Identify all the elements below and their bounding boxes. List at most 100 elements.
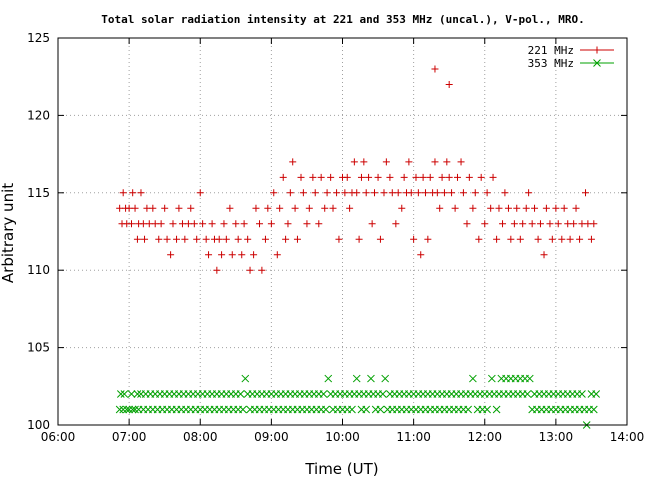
point-221-mhz (155, 235, 163, 243)
point-353-mhz (376, 405, 385, 414)
point-221-mhz (528, 220, 536, 228)
point-221-mhz (582, 189, 590, 197)
point-221-mhz (536, 220, 544, 228)
x-tick-label: 12:00 (467, 430, 502, 444)
point-221-mhz (137, 189, 145, 197)
point-221-mhz (380, 189, 388, 197)
point-221-mhz (311, 189, 319, 197)
x-tick-label: 08:00 (183, 430, 218, 444)
point-221-mhz (421, 189, 429, 197)
point-221-mhz (495, 204, 503, 212)
point-221-mhz (374, 173, 382, 181)
x-tick-label: 13:00 (539, 430, 574, 444)
point-221-mhz (157, 220, 165, 228)
point-221-mhz (343, 173, 351, 181)
point-221-mhz (451, 204, 459, 212)
point-221-mhz (167, 251, 175, 259)
point-221-mhz (205, 251, 213, 259)
point-221-mhz (448, 189, 456, 197)
point-221-mhz (187, 204, 195, 212)
x-tick-label: 07:00 (112, 430, 147, 444)
point-221-mhz (525, 189, 533, 197)
point-221-mhz (471, 189, 479, 197)
point-221-mhz (457, 158, 465, 166)
y-tick-label: 100 (27, 418, 50, 432)
point-221-mhz (355, 235, 363, 243)
point-221-mhz (299, 189, 307, 197)
point-221-mhz (540, 251, 548, 259)
point-221-mhz (133, 235, 141, 243)
point-221-mhz (368, 220, 376, 228)
point-221-mhz (305, 204, 313, 212)
point-221-mhz (350, 158, 358, 166)
point-221-mhz (522, 204, 530, 212)
point-221-mhz (284, 220, 292, 228)
point-353-mhz (241, 374, 250, 383)
point-221-mhz (297, 173, 305, 181)
point-221-mhz (510, 220, 518, 228)
point-353-mhz (348, 405, 356, 414)
point-221-mhz (226, 204, 234, 212)
point-221-mhz (218, 251, 226, 259)
point-221-mhz (244, 235, 252, 243)
point-221-mhz (273, 251, 281, 259)
point-221-mhz (282, 235, 290, 243)
point-221-mhz (463, 220, 471, 228)
point-353-mhz (488, 374, 496, 383)
point-221-mhz (489, 173, 497, 181)
point-221-mhz (116, 204, 124, 212)
x-tick-label: 09:00 (254, 430, 289, 444)
point-353-mhz (378, 390, 387, 398)
y-axis-label: Arbitrary unit (0, 183, 17, 283)
point-221-mhz (386, 173, 394, 181)
point-221-mhz (477, 173, 485, 181)
point-221-mhz (584, 220, 592, 228)
point-221-mhz (270, 189, 278, 197)
point-221-mhz (341, 189, 349, 197)
point-221-mhz (261, 235, 269, 243)
point-221-mhz (131, 204, 139, 212)
point-353-mhz (362, 405, 371, 414)
point-221-mhz (293, 235, 301, 243)
point-221-mhz (410, 235, 418, 243)
point-221-mhz (590, 220, 598, 228)
point-221-mhz (169, 220, 177, 228)
point-221-mhz (213, 266, 221, 274)
point-221-mhz (400, 173, 408, 181)
point-221-mhz (431, 158, 439, 166)
point-221-mhz (566, 235, 574, 243)
point-353-mhz (381, 374, 390, 383)
point-221-mhz (267, 220, 275, 228)
point-221-mhz (531, 204, 539, 212)
point-221-mhz (554, 220, 562, 228)
point-221-mhz (252, 204, 260, 212)
point-221-mhz (360, 158, 368, 166)
legend-marker (593, 46, 601, 54)
point-221-mhz (184, 220, 192, 228)
point-221-mhz (475, 235, 483, 243)
point-221-mhz (151, 220, 159, 228)
point-353-mhz (128, 405, 137, 414)
point-221-mhz (145, 220, 153, 228)
point-221-mhz (321, 204, 329, 212)
point-221-mhz (388, 189, 396, 197)
axis-ticks: 100 105 110 115 120 125 06:00 07:00 08:00 09:00 10… (27, 31, 644, 444)
y-tick-label: 115 (27, 186, 50, 200)
point-221-mhz (222, 235, 230, 243)
point-221-mhz (286, 189, 294, 197)
point-353-mhz (115, 405, 124, 414)
plot-frame (57, 37, 628, 426)
point-221-mhz (309, 173, 317, 181)
x-tick-label: 10:00 (325, 430, 360, 444)
point-221-mhz (587, 235, 595, 243)
point-221-mhz (465, 173, 473, 181)
point-221-mhz (149, 204, 157, 212)
point-221-mhz (371, 189, 379, 197)
point-221-mhz (246, 266, 254, 274)
point-221-mhz (220, 220, 228, 228)
point-221-mhz (276, 204, 284, 212)
point-353-mhz (120, 390, 129, 398)
point-221-mhz (317, 173, 325, 181)
point-353-mhz (239, 405, 247, 414)
point-221-mhz (238, 251, 246, 259)
